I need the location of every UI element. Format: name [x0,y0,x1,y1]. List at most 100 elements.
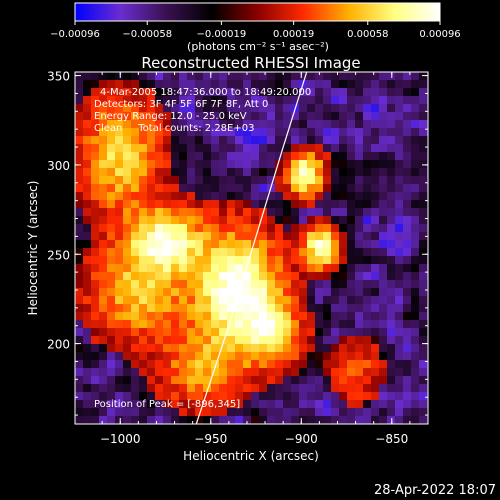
heatmap-cell [363,72,371,80]
heatmap-cell [395,328,403,336]
heatmap-cell [347,288,355,296]
heatmap-cell [347,216,355,224]
heatmap-cell [283,72,291,80]
heatmap-cell [411,256,419,264]
heatmap-cell [203,224,211,232]
heatmap-cell [411,200,419,208]
heatmap-cell [363,264,371,272]
heatmap-cell [115,144,123,152]
heatmap-cell [243,152,251,160]
heatmap-cell [107,368,115,376]
heatmap-cell [395,296,403,304]
heatmap-cell [243,352,251,360]
heatmap-cell [371,168,379,176]
heatmap-cell [195,96,203,104]
heatmap-cell [235,416,243,424]
heatmap-cell [251,168,259,176]
heatmap-cell [307,264,315,272]
heatmap-cell [339,392,347,400]
heatmap-cell [259,224,267,232]
heatmap-cell [251,416,259,424]
heatmap-cell [83,120,91,128]
heatmap-cell [123,216,131,224]
heatmap-cell [259,128,267,136]
heatmap-cell [171,280,179,288]
heatmap-cell [171,192,179,200]
heatmap-cell [147,160,155,168]
heatmap-cell [251,176,259,184]
heatmap-cell [395,384,403,392]
heatmap-cell [379,216,387,224]
heatmap-cell [155,168,163,176]
heatmap-cell [395,400,403,408]
heatmap-cell [307,80,315,88]
heatmap-cell [347,384,355,392]
heatmap-cell [395,216,403,224]
heatmap-cell [139,320,147,328]
heatmap-cell [131,144,139,152]
heatmap-cell [155,112,163,120]
heatmap-cell [251,200,259,208]
heatmap-cell [251,240,259,248]
heatmap-cell [291,384,299,392]
heatmap-cell [115,328,123,336]
heatmap-cell [219,88,227,96]
heatmap-cell [379,232,387,240]
heatmap-cell [339,104,347,112]
heatmap-cell [163,144,171,152]
heatmap-cell [299,376,307,384]
heatmap-cell [355,344,363,352]
heatmap-cell [131,224,139,232]
heatmap-cell [219,312,227,320]
heatmap-cell [219,208,227,216]
heatmap-cell [187,296,195,304]
heatmap-cell [171,144,179,152]
heatmap-cell [139,144,147,152]
heatmap-cell [331,104,339,112]
heatmap-cell [83,416,91,424]
heatmap-cell [211,368,219,376]
heatmap-cell [163,368,171,376]
heatmap-cell [243,368,251,376]
heatmap-cell [387,312,395,320]
heatmap-cell [235,216,243,224]
heatmap-cell [235,104,243,112]
heatmap-cell [387,152,395,160]
heatmap-cell [227,144,235,152]
heatmap-cell [259,272,267,280]
heatmap-cell [227,88,235,96]
heatmap-cell [379,392,387,400]
heatmap-cell [115,128,123,136]
heatmap-cell [355,304,363,312]
heatmap-cell [259,320,267,328]
heatmap-cell [195,216,203,224]
heatmap-cell [291,96,299,104]
heatmap-cell [387,104,395,112]
heatmap-cell [179,328,187,336]
heatmap-cell [347,400,355,408]
heatmap-cell [155,248,163,256]
heatmap-cell [419,304,427,312]
heatmap-cell [107,224,115,232]
y-tick-label: 350 [47,70,70,84]
heatmap-cell [275,144,283,152]
heatmap-cell [163,168,171,176]
heatmap-cell [203,136,211,144]
heatmap-cell [203,128,211,136]
heatmap-cell [139,112,147,120]
heatmap-cell [323,240,331,248]
heatmap-cell [203,216,211,224]
heatmap-cell [91,136,99,144]
heatmap-cell [75,144,83,152]
heatmap-cell [123,240,131,248]
heatmap-cell [299,208,307,216]
heatmap-cell [235,168,243,176]
heatmap-cell [283,400,291,408]
heatmap-cell [339,144,347,152]
heatmap-cell [419,296,427,304]
heatmap-cell [187,88,195,96]
heatmap-cell [275,304,283,312]
heatmap-cell [243,320,251,328]
heatmap-cell [299,72,307,80]
heatmap-cell [267,168,275,176]
